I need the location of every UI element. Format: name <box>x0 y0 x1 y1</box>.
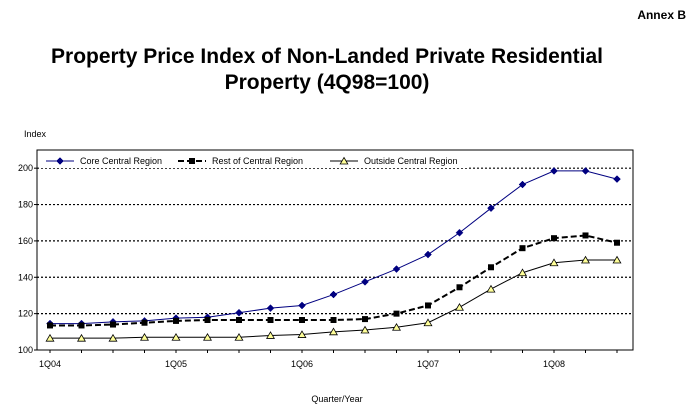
x-tick-label: 1Q08 <box>543 359 565 369</box>
series-line-1 <box>50 234 618 327</box>
series-0-point <box>298 301 306 310</box>
series-2-point <box>297 330 307 338</box>
series-0-point <box>455 228 464 237</box>
series-2-point <box>108 333 118 342</box>
chart-title-line2: Property (4Q98=100) <box>224 71 430 94</box>
legend-label: Core Central Region <box>80 156 162 166</box>
series-1-point <box>236 317 242 323</box>
series-2-point <box>392 322 401 331</box>
series-1-point <box>141 319 148 326</box>
series-1-point <box>173 317 179 324</box>
chart-title-line1: Property Price Index of Non-Landed Priva… <box>51 45 603 68</box>
y-axis-title: Index <box>24 129 47 139</box>
series-1-point <box>110 321 116 328</box>
series-1-point <box>519 245 526 252</box>
chart-title: Property Price Index of Non-Landed Priva… <box>0 44 654 96</box>
series-2-point <box>140 332 149 341</box>
legend-label: Rest of Central Region <box>212 156 303 166</box>
series-2-point <box>581 255 590 264</box>
annex-label: Annex B <box>637 8 686 22</box>
y-tick-label: 200 <box>18 163 33 173</box>
series-2-point <box>360 325 370 334</box>
legend-label: Outside Central Region <box>364 156 458 166</box>
series-2-point <box>234 332 244 341</box>
series-0-point <box>266 304 275 313</box>
series-1-point <box>47 322 53 329</box>
series-0-point <box>329 290 338 299</box>
y-tick-label: 100 <box>18 345 33 355</box>
series-2-point <box>549 258 559 267</box>
series-0-point <box>392 265 401 273</box>
series-2-point <box>455 302 464 311</box>
x-axis-title: Quarter/Year <box>311 394 363 404</box>
series-1-point <box>551 235 557 242</box>
plot-frame <box>36 149 634 351</box>
series-0-point <box>613 175 621 183</box>
x-tick-label: 1Q07 <box>417 359 439 369</box>
series-1-point <box>362 316 368 323</box>
y-tick-label: 160 <box>18 236 33 246</box>
legend-marker-0 <box>56 157 64 165</box>
series-2-point <box>77 333 86 342</box>
series-2-point <box>612 255 622 264</box>
series-0-point <box>235 308 243 317</box>
series-0-point <box>361 277 369 286</box>
series-1-point <box>204 317 211 323</box>
series-1-point <box>614 239 620 246</box>
series-1-point <box>78 322 85 329</box>
series-2-point <box>45 333 55 342</box>
y-tick-label: 120 <box>18 309 33 319</box>
series-2-point <box>266 331 275 339</box>
series-0-point <box>550 167 558 175</box>
legend-marker-2 <box>339 156 349 165</box>
series-2-point <box>518 268 527 277</box>
series-0-point <box>518 180 527 189</box>
series-1-point <box>582 232 589 239</box>
x-tick-label: 1Q05 <box>165 359 187 369</box>
series-1-point <box>393 310 400 317</box>
legend-box <box>40 153 468 168</box>
legend-marker-1 <box>189 158 195 164</box>
series-2-point <box>171 332 181 341</box>
series-0-point <box>424 250 432 259</box>
series-line-0 <box>50 170 618 325</box>
series-1-point <box>330 317 337 323</box>
series-line-2 <box>50 259 617 339</box>
series-1-point <box>456 284 463 291</box>
x-tick-label: 1Q04 <box>39 359 61 369</box>
y-tick-label: 140 <box>18 272 33 282</box>
series-1-point <box>299 317 305 323</box>
series-2-point <box>423 318 433 327</box>
series-0-point <box>487 204 495 213</box>
y-tick-label: 180 <box>18 200 33 210</box>
series-1-point <box>488 264 494 271</box>
series-2-point <box>203 332 212 341</box>
series-2-point <box>329 327 338 336</box>
series-2-point <box>486 284 496 293</box>
series-1-point <box>267 317 274 323</box>
x-tick-label: 1Q06 <box>291 359 313 369</box>
series-1-point <box>425 302 431 309</box>
series-0-point <box>581 167 590 175</box>
